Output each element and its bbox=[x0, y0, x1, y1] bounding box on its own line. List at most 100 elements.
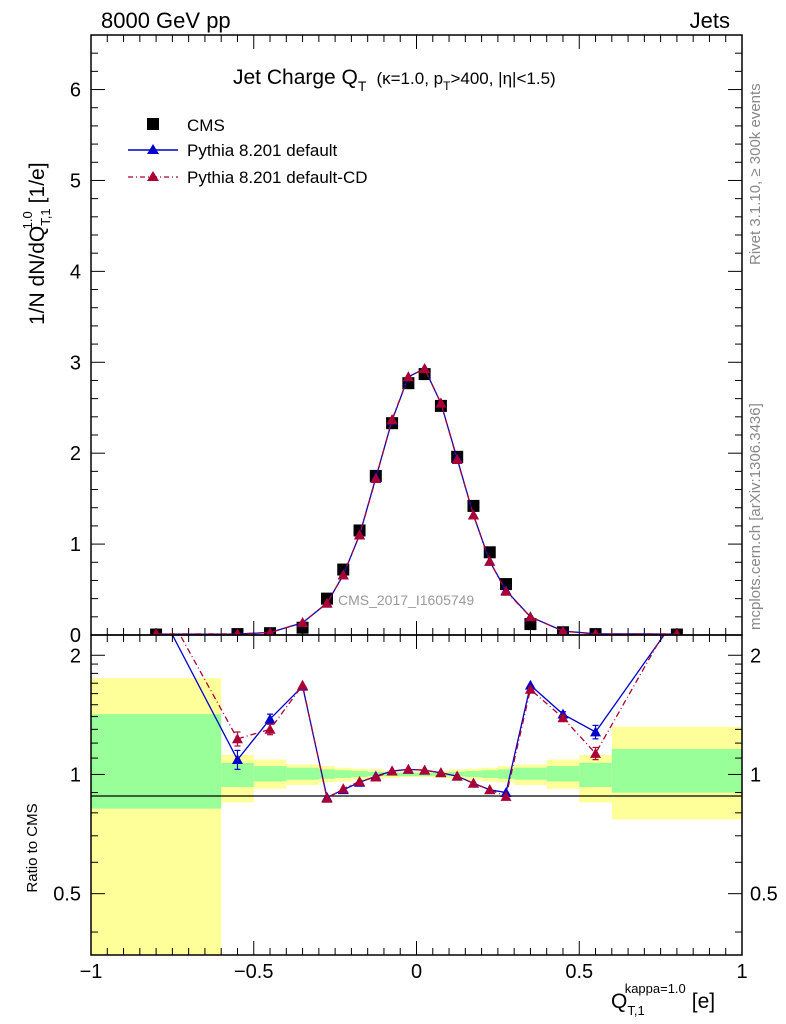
legend: CMS Pythia 8.201 default Pythia 8.201 de… bbox=[128, 116, 368, 187]
ratio-ytick-label-right: 0.5 bbox=[750, 884, 778, 906]
ratio-ytick-label-left: 2 bbox=[70, 645, 81, 667]
ratio-ytick-label-left: 1 bbox=[70, 764, 81, 786]
ratio-cd-line bbox=[179, 635, 664, 800]
ratio-series-layer bbox=[151, 598, 682, 803]
ratio-plot-area: 0.5 0.5 1 1 2 2 −1 −0.5 0 0.5 1 bbox=[53, 598, 778, 983]
top-ytick-label: 2 bbox=[70, 443, 81, 465]
ratio-xtick-label: −0.5 bbox=[234, 961, 273, 983]
top-axis-ticks: 0 1 2 3 4 5 6 bbox=[70, 34, 743, 647]
ratio-default-point bbox=[231, 754, 243, 765]
ratio-xtick-label: 0 bbox=[411, 961, 422, 983]
analysis-watermark: CMS_2017_I1605749 bbox=[338, 592, 474, 608]
pythia-cd-point bbox=[386, 414, 398, 424]
ratio-cd-point bbox=[435, 767, 447, 778]
chart-title: Jet Charge QT (κ=1.0, pT>400, |η|<1.5) bbox=[233, 66, 556, 94]
inner-band-bin bbox=[318, 769, 336, 779]
pythia-cd-point bbox=[419, 363, 431, 374]
ratio-xtick-label: −1 bbox=[80, 961, 103, 983]
ratio-ytick-label-right: 2 bbox=[750, 645, 761, 667]
pythia-cd-point bbox=[354, 529, 366, 540]
pythia-cd-point bbox=[500, 585, 512, 596]
inner-band-bin bbox=[579, 762, 612, 787]
ratio-default-point bbox=[671, 611, 682, 621]
pythia-cd-line bbox=[156, 367, 677, 635]
inner-band-bin bbox=[400, 772, 417, 777]
inner-band-bin bbox=[351, 771, 368, 778]
pythia-cd-point bbox=[152, 628, 160, 635]
pythia-cd-point bbox=[591, 628, 600, 635]
inner-band-bin bbox=[497, 769, 515, 779]
inner-band-bin bbox=[286, 767, 319, 780]
top-ytick-label: 6 bbox=[70, 80, 81, 102]
ratio-cd-point bbox=[321, 792, 333, 803]
pythia-cd-point bbox=[337, 569, 349, 580]
inner-band-bin bbox=[253, 766, 287, 782]
ratio-cd-point bbox=[500, 790, 512, 801]
ratio-cd-point bbox=[524, 683, 536, 694]
pythia-cd-point bbox=[265, 627, 275, 635]
ratio-cd-point bbox=[354, 775, 366, 786]
pythia-cd-point bbox=[370, 473, 382, 484]
ratio-default-point bbox=[264, 713, 276, 724]
ratio-xtick-label: 0.5 bbox=[565, 961, 593, 983]
cms-point bbox=[500, 578, 513, 591]
header-left: 8000 GeV pp bbox=[101, 8, 231, 33]
header-right: Jets bbox=[690, 8, 730, 33]
legend-label-cms: CMS bbox=[187, 116, 225, 135]
mcplots-label: mcplots.cern.ch [arXiv:1306.3436] bbox=[747, 403, 764, 630]
top-ytick-label: 1 bbox=[70, 534, 81, 556]
ratio-cd-point bbox=[264, 723, 276, 734]
ratio-cd-point bbox=[590, 747, 602, 758]
ratio-cd-point bbox=[386, 765, 398, 776]
pythia-cd-point bbox=[297, 617, 309, 628]
pythia-cd-point bbox=[484, 555, 496, 566]
ratio-cd-point bbox=[671, 605, 682, 615]
ratio-cd-point bbox=[451, 770, 463, 781]
top-ytick-label: 4 bbox=[70, 261, 81, 283]
ratio-ylabel: Ratio to CMS bbox=[24, 803, 41, 892]
ratio-cd-point bbox=[419, 764, 431, 775]
rivet-label: Rivet 3.1.10, ≥ 300k events bbox=[747, 83, 764, 265]
pythia-cd-point bbox=[557, 625, 569, 635]
legend-label-default: Pythia 8.201 default bbox=[187, 141, 338, 160]
ratio-cd-point bbox=[557, 712, 569, 723]
top-ylabel: 1/N dN/dQT,11.0[1/e] bbox=[20, 162, 53, 325]
top-series-layer bbox=[150, 363, 683, 635]
ratio-cd-point bbox=[297, 679, 309, 690]
ratio-cd-point bbox=[337, 783, 349, 794]
ratio-ytick-label-left: 0.5 bbox=[53, 884, 81, 906]
legend-marker-cd bbox=[147, 171, 159, 181]
inner-band-bin bbox=[465, 771, 482, 778]
cms-point bbox=[483, 546, 496, 559]
top-ytick-label: 3 bbox=[70, 352, 81, 374]
pythia-cd-point bbox=[524, 611, 536, 622]
top-ytick-label: 0 bbox=[70, 625, 81, 647]
inner-band-bin bbox=[481, 770, 498, 778]
pythia-cd-point bbox=[451, 454, 463, 464]
legend-marker-default bbox=[147, 144, 159, 154]
inner-band-bin bbox=[514, 767, 547, 780]
ratio-cd-point bbox=[370, 771, 382, 782]
pythia-cd-point bbox=[673, 628, 681, 635]
legend-label-cd: Pythia 8.201 default-CD bbox=[187, 168, 368, 187]
ratio-cd-point bbox=[402, 763, 414, 774]
top-ytick-label: 5 bbox=[70, 170, 81, 192]
inner-band-bin bbox=[546, 766, 580, 782]
legend-marker-cms bbox=[147, 118, 159, 130]
top-plot-area: 0 1 2 3 4 5 6 bbox=[70, 34, 743, 647]
ratio-default-point bbox=[151, 598, 162, 608]
pythia-cd-point bbox=[233, 628, 242, 635]
ratio-ytick-label-right: 1 bbox=[750, 764, 761, 786]
pythia-cd-point bbox=[467, 509, 479, 520]
inner-band-bin bbox=[91, 714, 222, 809]
ratio-axis-ticks: 0.5 0.5 1 1 2 2 −1 −0.5 0 0.5 1 bbox=[53, 635, 778, 983]
pythia-cd-point bbox=[402, 371, 414, 382]
ratio-cd-point bbox=[484, 784, 496, 795]
inner-band-bin bbox=[335, 770, 352, 778]
uncertainty-bands bbox=[91, 678, 742, 955]
inner-band-bin bbox=[611, 748, 742, 793]
ratio-cd-point bbox=[467, 777, 479, 788]
ratio-xtick-label: 1 bbox=[736, 961, 747, 983]
pythia-cd-point bbox=[435, 397, 447, 408]
